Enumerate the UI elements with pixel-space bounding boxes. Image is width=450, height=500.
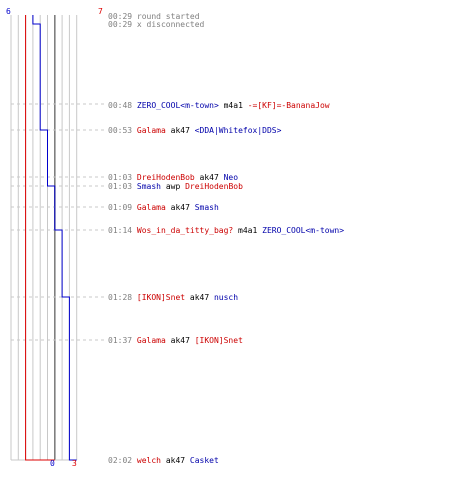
event-player: DreiHodenBob: [185, 182, 243, 191]
event-time: 01:37: [108, 336, 137, 345]
event-row: 02:02 welch ak47 Casket: [108, 456, 219, 466]
event-row: 01:14 Wos_in_da_titty_bag? m4a1 ZERO_COO…: [108, 226, 344, 236]
event-message: x disconnected: [136, 20, 205, 29]
event-weapon: ak47: [165, 126, 195, 135]
event-player: DreiHodenBob: [136, 173, 195, 182]
event-time: 02:02: [108, 456, 137, 465]
event-time: 01:09: [108, 203, 137, 212]
event-dash-lines: [11, 103, 106, 341]
event-weapon: m4a1: [218, 101, 248, 110]
event-weapon: ak47: [194, 173, 224, 182]
event-player: Neo: [223, 173, 239, 182]
event-weapon: ak47: [185, 293, 214, 302]
event-player: Galama: [136, 126, 166, 135]
event-time: 00:53: [108, 126, 137, 135]
blue-end-score: 0: [50, 459, 55, 468]
event-weapon: ak47: [165, 336, 195, 345]
event-row: 00:53 Galama ak47 <DDA|Whitefox|DDS>: [108, 126, 281, 136]
event-message: round started: [136, 12, 200, 21]
event-player: nusch: [213, 293, 239, 302]
event-row: 01:03 DreiHodenBob ak47 Neo: [108, 173, 238, 183]
blue-start-score: 6: [6, 7, 11, 16]
event-row: 01:28 [IKON]Snet ak47 nusch: [108, 293, 238, 303]
event-time: 01:03: [108, 173, 137, 182]
event-player: [IKON]Snet: [194, 336, 243, 345]
event-row: 00:29 x disconnected: [108, 20, 204, 30]
event-player: Smash: [136, 182, 161, 191]
event-player: ZERO_COOL<m-town>: [262, 226, 345, 235]
event-player: Smash: [194, 203, 219, 212]
event-time: 00:29: [108, 20, 137, 29]
event-row: 00:29 round started: [108, 12, 200, 22]
event-weapon: m4a1: [233, 226, 263, 235]
event-player: Galama: [136, 336, 166, 345]
red-start-score: 7: [98, 7, 103, 16]
event-time: 00:29: [108, 12, 137, 21]
event-player: -=[KF]=-BananaJow: [247, 101, 330, 110]
event-time: 01:03: [108, 182, 137, 191]
event-weapon: awp: [161, 182, 186, 191]
event-time: 01:14: [108, 226, 137, 235]
event-player: ZERO_COOL<m-town>: [136, 101, 219, 110]
event-player: Galama: [136, 203, 166, 212]
event-weapon: ak47: [161, 456, 190, 465]
red-end-score: 3: [72, 459, 77, 468]
event-player: Wos_in_da_titty_bag?: [136, 226, 234, 235]
event-row: 01:37 Galama ak47 [IKON]Snet: [108, 336, 243, 346]
blue-team-score-line: [32, 15, 77, 461]
event-row: 01:09 Galama ak47 Smash: [108, 203, 219, 213]
event-player: welch: [136, 456, 161, 465]
event-player: [IKON]Snet: [136, 293, 186, 302]
event-weapon: ak47: [165, 203, 195, 212]
event-row: 01:03 Smash awp DreiHodenBob: [108, 182, 243, 192]
score-series: [25, 15, 77, 461]
event-player: <DDA|Whitefox|DDS>: [194, 126, 282, 135]
score-grid: [10, 15, 78, 461]
event-player: Casket: [189, 456, 219, 465]
event-time: 01:28: [108, 293, 137, 302]
event-time: 00:48: [108, 101, 137, 110]
event-row: 00:48 ZERO_COOL<m-town> m4a1 -=[KF]=-Ban…: [108, 101, 330, 111]
red-team-score-line: [25, 15, 55, 461]
